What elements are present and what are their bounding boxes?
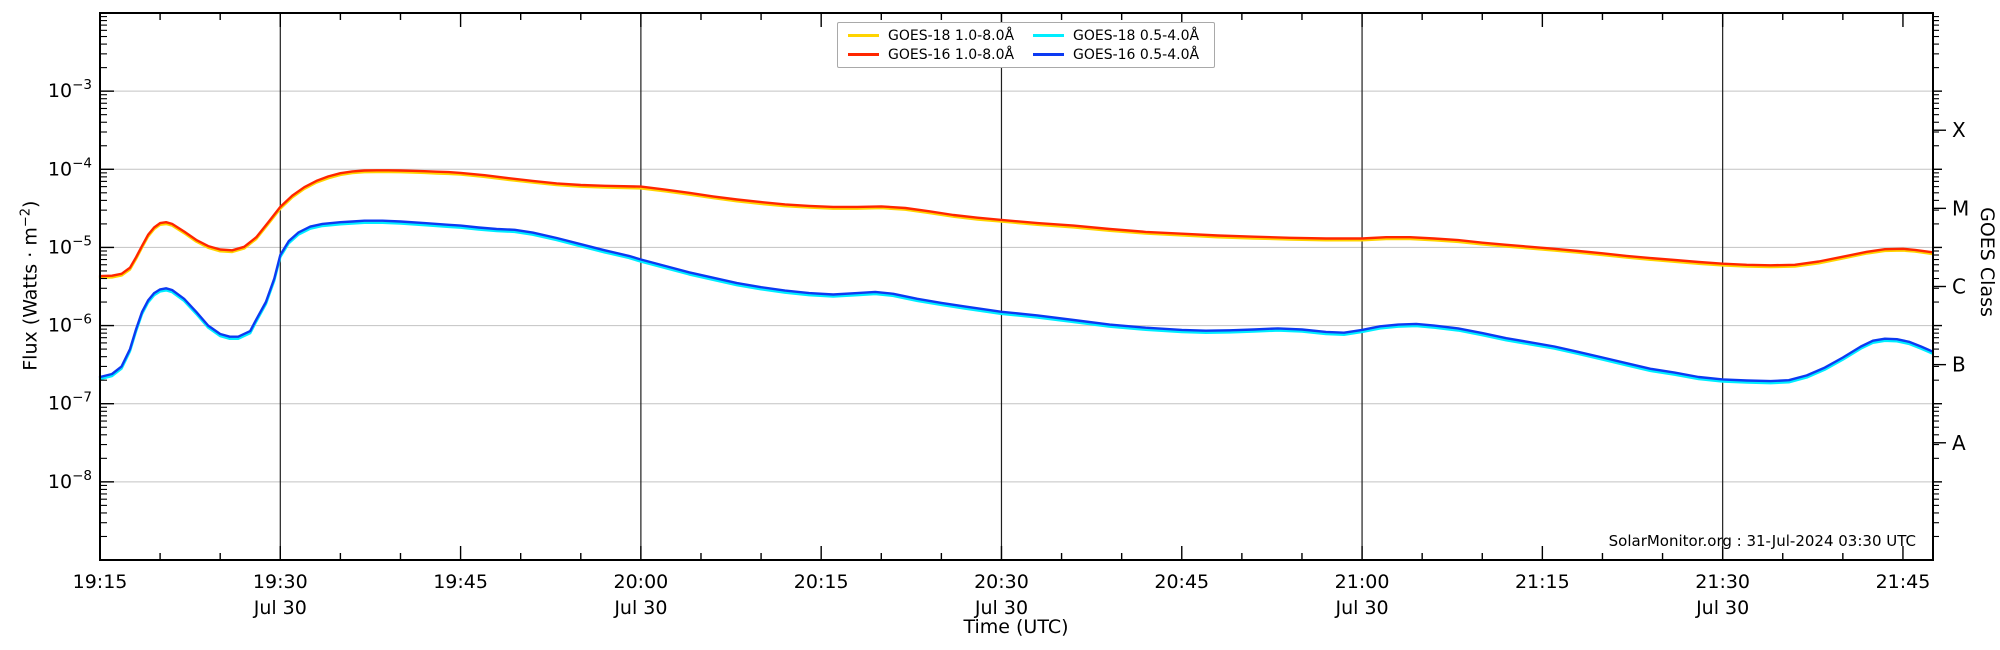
y-tick-label: 10−3 [48,77,92,102]
x-day-label: Jul 30 [974,597,1028,619]
series-lines [98,169,1933,385]
x-tick-label: 20:45 [1154,571,1209,593]
x-tick-label: 20:00 [614,571,669,593]
y-axis-title: Flux (Watts · m−2) [18,0,41,586]
plot-frame [99,12,1934,561]
x-tick-label: 21:15 [1515,571,1570,593]
legend-entry: GOES-16 0.5-4.0Å [1033,45,1204,64]
y2-axis-title: GOES Class [1976,207,1998,317]
x-tick-label: 19:45 [433,571,488,593]
legend-entry-label: GOES-16 1.0-8.0Å [888,46,1015,63]
x-day-label: Jul 30 [253,597,307,619]
goes-class-letter: B [1952,353,1966,377]
legend-entry-label: GOES-16 0.5-4.0Å [1073,46,1200,63]
y-tick-label: 10−4 [48,155,92,180]
y-tick-label: 10−5 [48,233,92,258]
legend-swatch-line [1033,34,1064,37]
vertical-gridlines [279,13,1724,560]
x-axis-title: Time (UTC) [963,616,1069,638]
y-tick-label: 10−6 [48,312,92,337]
x-day-label: Jul 30 [613,597,667,619]
series-goes-18-0-5-4-0- [98,221,1933,385]
y-axis-title-suffix: ) [19,200,42,208]
x-tick-label: 19:15 [73,571,128,593]
goes-class-letter: X [1952,118,1966,142]
legend-entry-label: GOES-18 0.5-4.0Å [1073,27,1200,44]
x-tick-label: 20:15 [794,571,849,593]
horizontal-gridlines [100,90,1933,483]
legend-entry-label: GOES-18 1.0-8.0Å [888,27,1015,44]
x-day-label: Jul 30 [1334,597,1388,619]
credit-text: SolarMonitor.org : 31-Jul-2024 03:30 UTC [1608,532,1916,550]
y-tick-label: 10−7 [48,390,92,415]
x-tick-labels: 19:15 19:30 19:45 20:00 20:15 20:30 20:45 21:00… [73,571,1931,619]
goes-class-letter: M [1952,196,1969,220]
legend-swatch-line [848,34,879,37]
x-tick-label: 21:30 [1695,571,1750,593]
y-axis-title-exponent: −2 [18,207,34,228]
legend-entry: GOES-16 1.0-8.0Å [848,45,1019,64]
legend-swatch-line [1033,53,1064,56]
legend: GOES-18 1.0-8.0Å GOES-16 1.0-8.0Å GOES-18 … [837,22,1215,68]
y-tick-labels: 10−3 10−4 10−5 10−6 10−7 10−8 [48,77,92,493]
x-tick-label: 19:30 [253,571,308,593]
x-day-label: Jul 30 [1695,597,1749,619]
series-goes-18-1-0-8-0- [98,170,1933,279]
legend-swatch-line [848,53,879,56]
y-tick-label: 10−8 [48,468,92,493]
legend-entry: GOES-18 1.0-8.0Å [848,26,1019,45]
x-tick-label: 21:45 [1876,571,1931,593]
goes-class-labels: X M C B A [1952,118,1969,455]
goes-class-letter: A [1952,431,1966,455]
x-tick-label: 21:00 [1335,571,1390,593]
series-goes-16-0-5-4-0- [98,219,1933,383]
goes-class-letter: C [1952,275,1966,299]
x-tick-label: 20:30 [974,571,1029,593]
y-axis-title-text: Flux (Watts · m [19,227,42,371]
series-goes-16-1-0-8-0- [98,169,1933,278]
legend-entry: GOES-18 0.5-4.0Å [1033,26,1204,45]
